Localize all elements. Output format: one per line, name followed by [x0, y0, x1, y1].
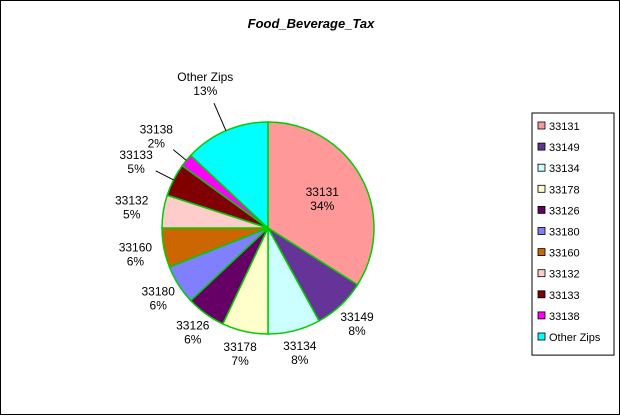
slice-label-other-zips: Other Zips 13%	[177, 70, 233, 98]
legend-label: 33133	[549, 290, 580, 302]
legend-label: 33134	[549, 163, 580, 175]
leader-line	[172, 149, 187, 161]
legend-swatch	[537, 227, 546, 235]
legend-swatch	[537, 142, 546, 151]
legend-label: 33149	[549, 142, 580, 154]
slice-label-33180: 33180 6%	[142, 285, 176, 313]
legend-swatch	[537, 311, 546, 320]
legend-swatch	[537, 121, 546, 130]
legend-swatch	[537, 163, 546, 172]
slice-labels: 33131 34% 33149 8% 33134 8% 33178 7% 33126 6%3318…	[115, 70, 374, 368]
pie-slice-other-zips	[189, 121, 269, 230]
legend-label: 33131	[549, 121, 580, 133]
slice-label-33134: 33134 8%	[283, 339, 317, 367]
legend-label: 33178	[549, 184, 580, 196]
slice-label-33138: 33138 2%	[140, 123, 174, 151]
slice-label-33160: 33160 6%	[119, 240, 153, 268]
slice-label-33178: 33178 7%	[223, 340, 257, 368]
pie-slices	[161, 121, 375, 335]
legend-label: 33126	[549, 205, 580, 217]
leader-line	[155, 170, 174, 181]
legend-swatch	[537, 205, 546, 214]
slice-label-33131: 33131 34%	[306, 185, 340, 213]
slice-label-33149: 33149 8%	[340, 310, 374, 338]
leader-line	[213, 103, 227, 131]
slice-label-33133: 33133 5%	[119, 148, 153, 176]
legend-label: 33138	[549, 311, 580, 323]
chart-title: Food_Beverage_Tax	[248, 16, 375, 31]
legend-swatch	[537, 290, 546, 299]
legend-label: Other Zips	[549, 332, 601, 344]
legend-swatch	[537, 269, 546, 278]
legend-box	[531, 112, 615, 356]
legend-label: 33132	[549, 269, 580, 281]
slice-label-33126: 33126 6%	[176, 319, 210, 347]
legend-swatch	[537, 248, 546, 257]
legend-swatch	[537, 184, 546, 193]
legend-label: 33160	[549, 248, 580, 260]
slice-label-33132: 33132 5%	[115, 193, 149, 221]
legend: 33131 33149 33134 33178 33126 33180 33160 33132…	[531, 112, 615, 356]
legend-label: 33180	[549, 227, 580, 239]
legend-swatch	[537, 332, 546, 341]
